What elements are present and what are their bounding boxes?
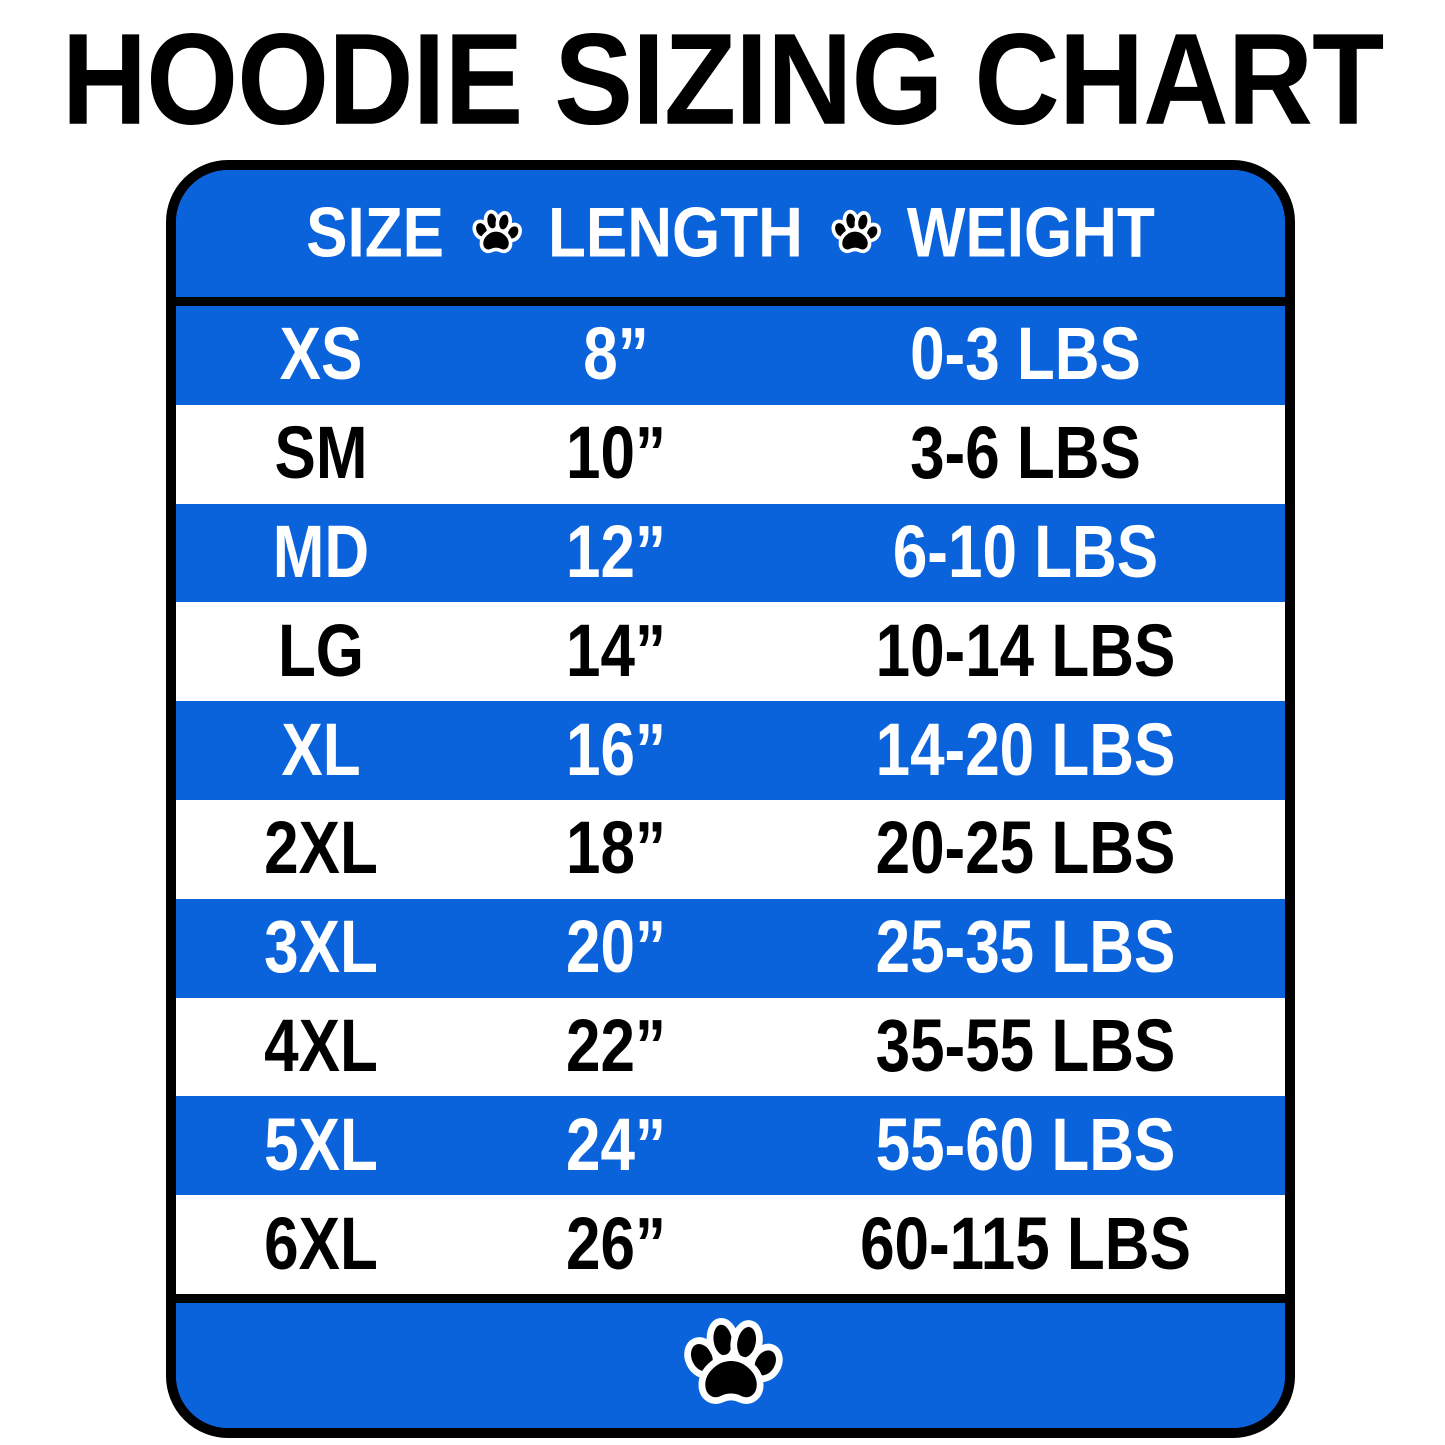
cell-size: 2XL (264, 807, 378, 891)
table-header-row: SIZE LENGTH (176, 170, 1285, 306)
cell-weight: 14-20 LBS (875, 708, 1176, 792)
cell-size: XS (279, 313, 363, 397)
table-row: 5XL 24” 55-60 LBS (176, 1096, 1285, 1196)
column-header-weight: WEIGHT (906, 193, 1155, 272)
cell-length: 12” (566, 510, 666, 594)
cell-weight: 0-3 LBS (910, 313, 1141, 397)
table-row: MD 12” 6-10 LBS (176, 503, 1285, 603)
table-row: XL 16” 14-20 LBS (176, 701, 1285, 800)
cell-length: 14” (566, 609, 666, 693)
table-row: 2XL 18” 20-25 LBS (176, 799, 1285, 899)
table-row: LG 14” 10-14 LBS (176, 602, 1285, 702)
cell-weight: 55-60 LBS (875, 1103, 1176, 1187)
table-body: XS 8” 0-3 LBS SM 10” 3-6 LBS MD 12” 6-10 LBS LG 14… (176, 306, 1285, 1294)
cell-length: 26” (566, 1202, 666, 1286)
footer-band (176, 1294, 1285, 1428)
cell-weight: 35-55 LBS (875, 1004, 1176, 1088)
table-row: 4XL 22” 35-55 LBS (176, 997, 1285, 1097)
cell-length: 22” (566, 1004, 666, 1088)
cell-length: 20” (566, 906, 666, 989)
cell-weight: 60-115 LBS (860, 1202, 1191, 1286)
paw-print-icon (679, 1314, 783, 1418)
sizing-table: SIZE LENGTH (176, 170, 1285, 1428)
cell-weight: 6-10 LBS (892, 510, 1159, 594)
cell-size: SM (274, 412, 368, 495)
table-row: XS 8” 0-3 LBS (176, 306, 1285, 405)
paw-print-icon (470, 208, 522, 260)
table-row: SM 10” 3-6 LBS (176, 404, 1285, 504)
cell-weight: 10-14 LBS (875, 609, 1176, 693)
cell-size: 6XL (264, 1202, 378, 1286)
cell-weight: 25-35 LBS (875, 906, 1176, 989)
cell-length: 18” (566, 807, 666, 891)
page-title: HOODIE SIZING CHART (61, 6, 1385, 152)
cell-size: MD (272, 510, 370, 594)
cell-length: 8” (583, 313, 649, 397)
cell-length: 16” (566, 708, 666, 792)
cell-weight: 3-6 LBS (910, 412, 1141, 495)
cell-length: 24” (566, 1103, 666, 1187)
sizing-chart-card: SIZE LENGTH (166, 160, 1295, 1438)
cell-weight: 20-25 LBS (875, 807, 1176, 891)
table-row: 6XL 26” 60-115 LBS (176, 1195, 1285, 1294)
column-header-size: SIZE (306, 193, 444, 272)
cell-size: 3XL (264, 906, 378, 989)
column-header-length: LENGTH (547, 193, 803, 272)
table-row: 3XL 20” 25-35 LBS (176, 898, 1285, 998)
paw-print-icon (829, 208, 881, 260)
cell-size: XL (281, 708, 361, 792)
cell-size: LG (277, 609, 365, 693)
cell-length: 10” (566, 412, 666, 495)
cell-size: 4XL (264, 1004, 378, 1088)
cell-size: 5XL (264, 1103, 378, 1187)
